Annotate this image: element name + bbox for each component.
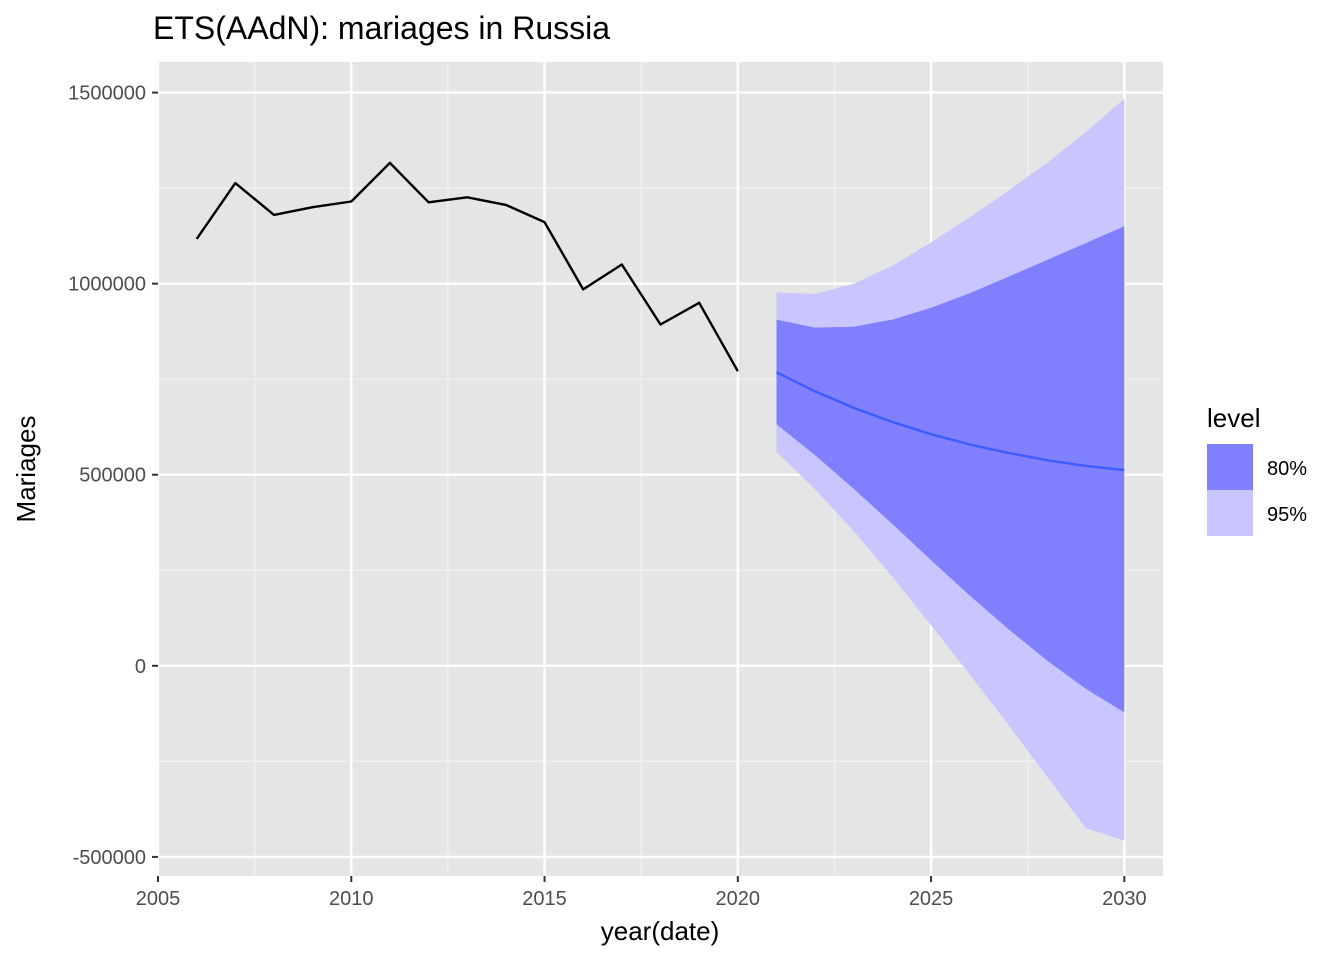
legend: level 80% 95% (1207, 403, 1307, 536)
x-tick-label: 2030 (1102, 888, 1147, 910)
legend-label-95: 95% (1267, 504, 1307, 526)
legend-key-95 (1207, 490, 1253, 536)
chart-title: ETS(AAdN): mariages in Russia (153, 10, 610, 46)
x-tick-label: 2015 (522, 888, 567, 910)
observed-line (195, 161, 739, 372)
y-tick-label: 1500000 (68, 83, 146, 105)
legend-title: level (1207, 403, 1260, 433)
y-tick-label: 0 (135, 656, 146, 678)
x-axis-title: year(date) (601, 916, 720, 946)
legend-label-80: 80% (1267, 458, 1307, 480)
band-80-interval (776, 226, 1125, 713)
x-tick-label: 2005 (136, 888, 181, 910)
x-axis: 2005 2010 2015 2020 2025 2030 (136, 876, 1147, 910)
legend-key-80 (1207, 444, 1253, 490)
series-lines (195, 161, 1125, 472)
prediction-intervals (776, 98, 1125, 841)
y-tick-label: 500000 (79, 465, 146, 487)
y-tick-label: 1000000 (68, 274, 146, 296)
x-tick-label: 2025 (909, 888, 954, 910)
forecast-line (775, 371, 1125, 472)
y-axis: -500000 0 500000 1000000 1500000 (68, 83, 158, 869)
x-tick-label: 2010 (329, 888, 374, 910)
y-axis-title: Mariages (11, 416, 41, 523)
y-tick-label: -500000 (73, 847, 146, 869)
x-tick-label: 2020 (716, 888, 761, 910)
